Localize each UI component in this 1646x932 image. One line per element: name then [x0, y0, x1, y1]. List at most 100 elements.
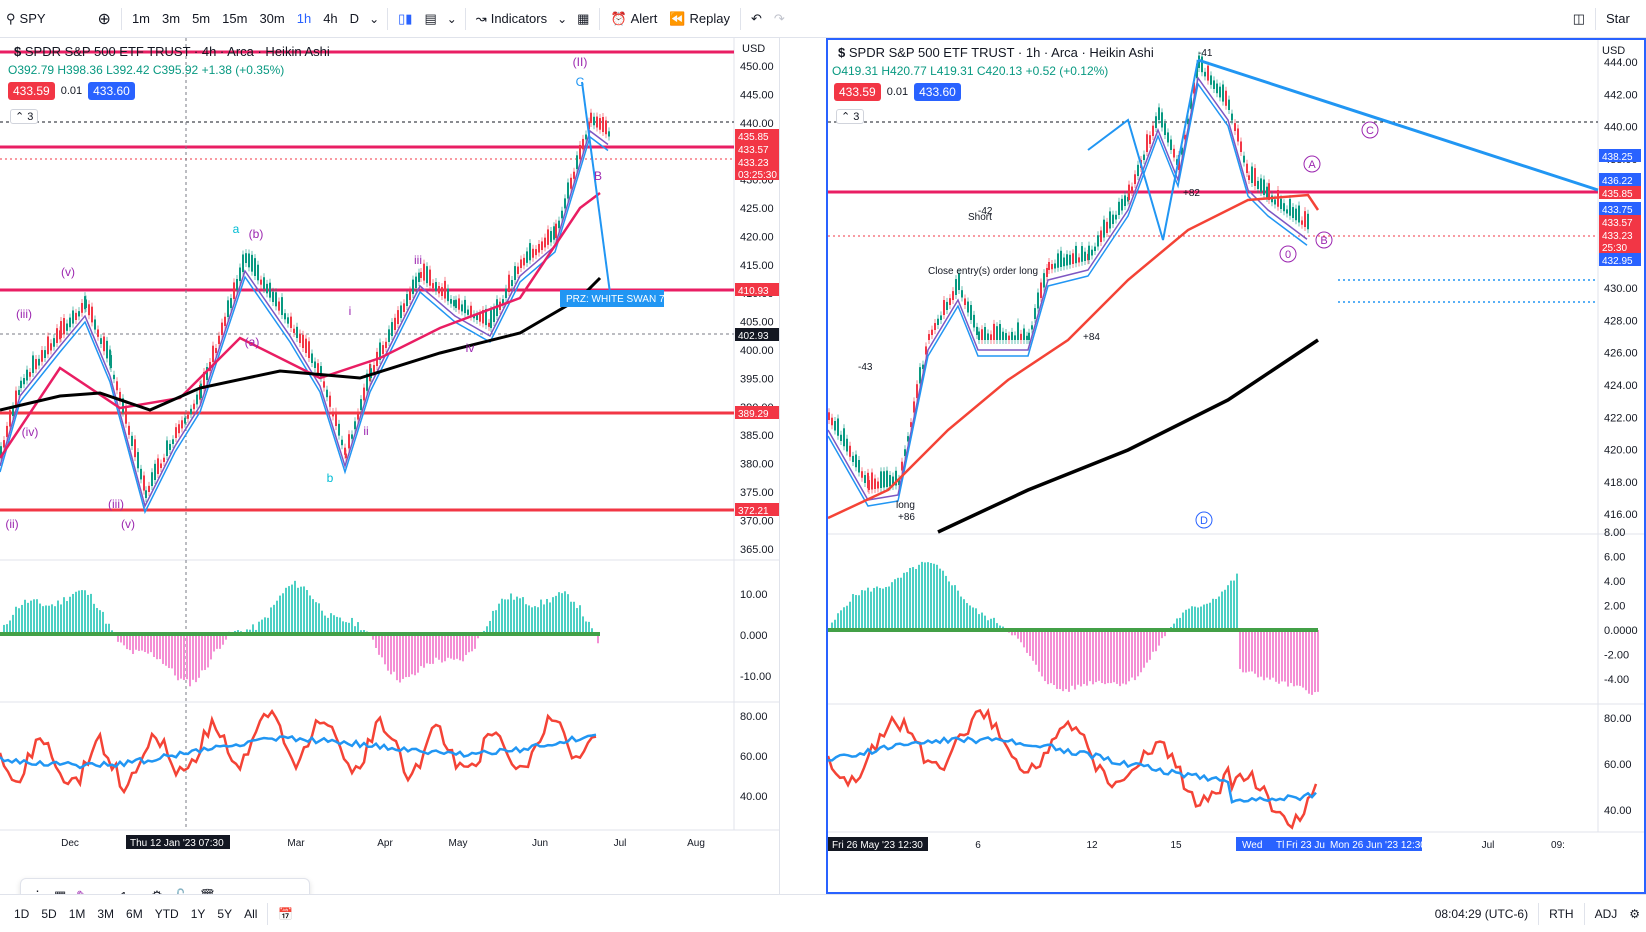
histogram-bar — [1161, 630, 1163, 639]
divider — [740, 7, 742, 30]
candle-body — [444, 280, 446, 299]
histogram-bar — [447, 634, 449, 658]
chevron-down-icon[interactable]: ⌄ — [446, 11, 457, 26]
range-1m[interactable]: 1M — [68, 906, 86, 921]
range-3m[interactable]: 3M — [97, 906, 115, 921]
interval-15m[interactable]: 15m — [222, 11, 248, 26]
symbol-search[interactable]: ⚲ SPY — [0, 0, 52, 38]
interval-1m[interactable]: 1m — [131, 11, 151, 26]
histogram-bar — [222, 634, 224, 645]
right-chart-canvas[interactable]: 444.00442.00440.00438.00436.00434.00432.… — [826, 40, 1644, 892]
chart-type-candles-button[interactable]: ▯▮ — [392, 0, 418, 38]
buy-price-button[interactable]: 433.60 — [88, 82, 135, 100]
candle-body — [1254, 168, 1256, 186]
histogram-bar — [339, 617, 341, 634]
histogram-bar — [207, 634, 209, 668]
candle-body — [23, 378, 25, 385]
templates-button[interactable]: ▦ — [571, 0, 595, 38]
wave-label: (b) — [249, 227, 264, 241]
star-button[interactable]: Star — [1600, 0, 1646, 38]
right-legend[interactable]: $ SPDR S&P 500 ETF TRUST · 1h · Arca · H… — [838, 45, 1154, 60]
interval-D[interactable]: D — [349, 11, 360, 26]
alert-button[interactable]: ⏰ Alert — [604, 0, 663, 38]
interval-3m[interactable]: 3m — [162, 11, 181, 26]
candle-body — [990, 334, 992, 340]
histogram-bar — [954, 585, 956, 630]
interval-30m[interactable]: 30m — [259, 11, 285, 26]
settings-button[interactable]: ⚙ — [1623, 907, 1646, 921]
redo-button[interactable]: ↷ — [768, 0, 791, 38]
candle-body — [1011, 331, 1013, 340]
candle-body — [281, 297, 283, 315]
currency-label[interactable]: USD — [742, 43, 765, 55]
session-button[interactable]: RTH — [1543, 907, 1579, 921]
histogram-bar — [246, 629, 248, 634]
left-chart-canvas[interactable]: 450.00445.00440.00435.00430.00425.00420.… — [0, 38, 780, 894]
range-6m[interactable]: 6M — [126, 906, 143, 921]
candle-body — [532, 248, 534, 258]
chevron-down-icon[interactable]: ⌄ — [557, 11, 568, 26]
date-range-button[interactable]: 📅 — [272, 907, 299, 921]
candle-body — [925, 346, 927, 355]
left-chart-pane[interactable]: 450.00445.00440.00435.00430.00425.00420.… — [0, 38, 780, 914]
sell-price-button[interactable]: 433.59 — [8, 82, 55, 100]
histogram-bar — [78, 590, 80, 634]
compare-add-button[interactable]: ⊕ — [92, 0, 117, 38]
currency-label[interactable]: USD — [1602, 45, 1625, 57]
replay-button[interactable]: ⏪ Replay — [663, 0, 736, 38]
candle-body — [1128, 184, 1130, 200]
histogram-bar — [294, 580, 296, 634]
sell-price-button[interactable]: 433.59 — [834, 83, 881, 101]
histogram-bar — [1089, 630, 1091, 682]
histogram-bar — [1068, 630, 1070, 692]
candle-body — [849, 445, 851, 457]
candle-body — [1094, 246, 1096, 251]
histogram-bar — [6, 624, 8, 634]
histogram-bar — [1236, 573, 1238, 630]
candle-body — [505, 288, 507, 298]
range-5d[interactable]: 5D — [41, 906, 57, 921]
left-legend[interactable]: $ SPDR S&P 500 ETF TRUST · 4h · Arca · H… — [14, 44, 330, 59]
close-value: C395.92 — [152, 63, 199, 77]
histogram-bar — [531, 607, 533, 634]
price-tag-label: 410.93 — [738, 286, 769, 297]
interval-5m[interactable]: 5m — [192, 11, 211, 26]
wave-marker — [1303, 155, 1321, 173]
price-axis-label: 385.00 — [740, 430, 774, 442]
candle-body — [32, 355, 34, 373]
indicator-collapse-toggle[interactable]: ⌃ 3 — [10, 109, 39, 124]
histogram-bar — [918, 564, 920, 630]
indicators-button[interactable]: ↝ Indicators — [470, 0, 553, 38]
range-5y[interactable]: 5Y — [217, 906, 233, 921]
range-all[interactable]: All — [244, 906, 258, 921]
price-axis-label: 440.00 — [1604, 122, 1638, 134]
adj-button[interactable]: ADJ — [1589, 907, 1624, 921]
buy-price-button[interactable]: 433.60 — [914, 83, 961, 101]
layout-button[interactable]: ◫ — [1567, 0, 1591, 38]
right-trade-box: 433.59 0.01 433.60 — [834, 83, 961, 101]
candle-body — [544, 237, 546, 248]
clock[interactable]: 08:04:29 (UTC-6) — [1429, 907, 1534, 921]
interval-4h[interactable]: 4h — [323, 11, 338, 26]
range-1y[interactable]: 1Y — [190, 906, 206, 921]
histogram-bar — [567, 594, 569, 634]
histogram-bar — [498, 603, 500, 634]
right-chart-pane[interactable]: 444.00442.00440.00438.00436.00434.00432.… — [826, 38, 1646, 894]
range-ytd[interactable]: YTD — [154, 906, 179, 921]
candle-body — [1289, 198, 1291, 216]
undo-button[interactable]: ↶ — [745, 0, 768, 38]
histogram-bar — [1314, 630, 1316, 693]
histogram-bar — [159, 634, 161, 660]
candle-body — [1231, 113, 1233, 121]
indicator-collapse-toggle[interactable]: ⌃ 3 — [836, 109, 865, 124]
histogram-bar — [1248, 630, 1250, 672]
candle-body — [564, 198, 566, 209]
interval-1h[interactable]: 1h — [296, 11, 312, 26]
candle-body — [400, 305, 402, 318]
wave-label: C — [1366, 125, 1374, 137]
histogram-bar — [1131, 630, 1133, 678]
candle-body — [1216, 83, 1218, 94]
chevron-down-icon[interactable]: ⌄ — [369, 11, 380, 26]
range-1d[interactable]: 1D — [14, 906, 30, 921]
chart-type-bars-button[interactable]: ▤ — [418, 0, 442, 38]
